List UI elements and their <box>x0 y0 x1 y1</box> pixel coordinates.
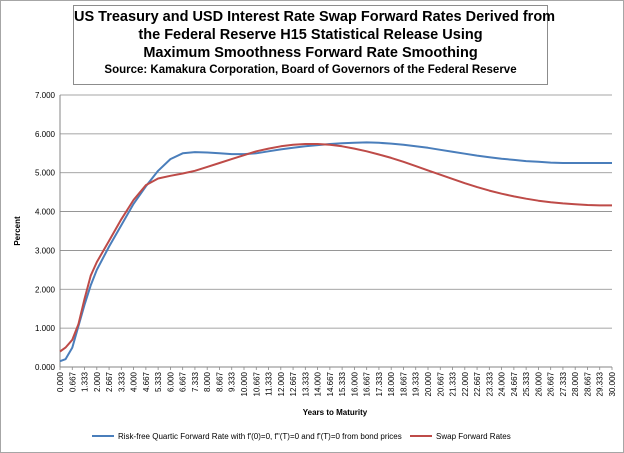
x-tick-label: 16.000 <box>350 371 359 396</box>
x-tick-label: 22.000 <box>461 371 470 396</box>
x-tick-label: 4.667 <box>142 371 151 392</box>
x-axis-ticks: 0.000 0.667 1.333 2.000 2.667 3.333 4.000 4.667… <box>56 367 617 396</box>
x-tick-label: 12.667 <box>289 371 298 396</box>
x-tick-label: 30.000 <box>608 371 617 396</box>
x-tick-label: 11.333 <box>265 371 274 395</box>
chart-title-box: US Treasury and USD Interest Rate Swap F… <box>73 5 556 85</box>
legend-label-2: Swap Forward Rates <box>436 432 511 441</box>
y-tick-label: 5.000 <box>35 169 56 178</box>
x-tick-label: 2.667 <box>105 371 114 392</box>
y-tick-label: 1.000 <box>35 324 56 333</box>
legend-label-1: Risk-free Quartic Forward Rate with f'(0… <box>118 432 402 441</box>
y-tick-label: 6.000 <box>35 130 56 139</box>
x-tick-label: 25.333 <box>522 371 531 396</box>
x-tick-label: 1.333 <box>81 371 90 392</box>
series-line-2 <box>59 143 612 353</box>
x-tick-label: 13.333 <box>301 371 310 396</box>
y-axis-title: Percent <box>13 216 22 246</box>
x-tick-label: 20.667 <box>436 371 445 396</box>
x-tick-label: 12.000 <box>277 371 286 396</box>
y-tick-label: 2.000 <box>35 285 56 294</box>
x-tick-label: 24.000 <box>498 371 507 396</box>
x-tick-label: 21.333 <box>449 371 458 396</box>
x-tick-label: 16.667 <box>363 371 372 396</box>
x-tick-label: 23.333 <box>485 371 494 396</box>
x-tick-label: 19.333 <box>412 371 421 396</box>
x-tick-label: 5.333 <box>154 371 163 392</box>
chart-title-line-2: the Federal Reserve H15 Statistical Rele… <box>138 27 483 43</box>
x-axis-title: Years to Maturity <box>303 408 368 417</box>
y-tick-label: 7.000 <box>35 91 56 100</box>
x-tick-label: 14.667 <box>326 371 335 396</box>
x-tick-label: 14.000 <box>314 371 323 396</box>
x-tick-label: 2.000 <box>93 371 102 392</box>
y-tick-label: 4.000 <box>35 208 56 217</box>
chart-subtitle: Source: Kamakura Corporation, Board of G… <box>104 64 517 76</box>
x-tick-label: 24.667 <box>510 371 519 396</box>
x-tick-label: 28.667 <box>583 371 592 396</box>
x-tick-label: 4.000 <box>130 371 139 392</box>
x-tick-label: 15.333 <box>338 371 347 396</box>
x-tick-label: 22.667 <box>473 371 482 396</box>
x-tick-label: 8.667 <box>215 371 224 392</box>
chart-title-line-1: US Treasury and USD Interest Rate Swap F… <box>74 9 556 25</box>
x-tick-label: 10.667 <box>252 371 261 396</box>
chart-title-line-3: Maximum Smoothness Forward Rate Smoothin… <box>143 45 478 61</box>
x-tick-label: 9.333 <box>228 371 237 392</box>
x-tick-label: 6.000 <box>166 371 175 392</box>
x-tick-label: 3.333 <box>117 371 126 392</box>
x-tick-label: 6.667 <box>179 371 188 392</box>
x-tick-label: 27.333 <box>559 371 568 396</box>
x-tick-label: 29.333 <box>596 371 605 396</box>
series-line-1 <box>59 141 612 363</box>
x-tick-label: 20.000 <box>424 371 433 396</box>
x-tick-label: 0.667 <box>68 371 77 392</box>
x-tick-label: 7.333 <box>191 371 200 392</box>
x-tick-label: 18.667 <box>399 371 408 396</box>
x-tick-label: 28.000 <box>571 371 580 396</box>
x-tick-label: 10.000 <box>240 371 249 396</box>
x-tick-label: 0.000 <box>56 371 65 392</box>
series-lines <box>59 141 612 363</box>
x-tick-label: 26.000 <box>534 371 543 396</box>
x-tick-label: 26.667 <box>547 371 556 396</box>
legend: Risk-free Quartic Forward Rate with f'(0… <box>92 432 511 441</box>
x-tick-label: 8.000 <box>203 371 212 392</box>
y-tick-label: 3.000 <box>35 246 56 255</box>
gridlines <box>59 94 612 368</box>
x-tick-label: 17.333 <box>375 371 384 396</box>
y-tick-label: 0.000 <box>35 363 56 372</box>
x-tick-label: 18.000 <box>387 371 396 396</box>
y-axis-ticks: 0.000 1.000 2.000 3.000 4.000 5.000 6.000 7.000 <box>35 91 56 372</box>
